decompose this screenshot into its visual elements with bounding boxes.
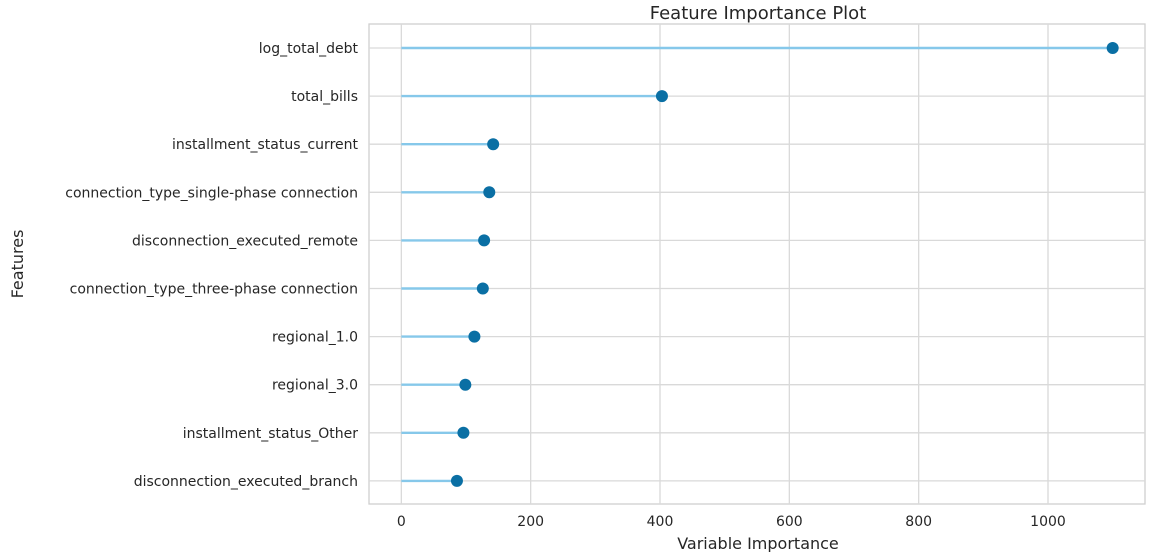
x-tick-label: 1000 xyxy=(1030,514,1066,530)
x-tick-label: 800 xyxy=(905,514,932,530)
lollipop-marker xyxy=(476,282,489,295)
chart-title: Feature Importance Plot xyxy=(650,3,867,24)
y-tick-label: disconnection_executed_branch xyxy=(134,474,358,490)
y-tick-label: log_total_debt xyxy=(259,41,359,57)
lollipop-marker xyxy=(468,330,481,343)
plot-frame xyxy=(368,23,1146,505)
y-axis-label: Features xyxy=(8,230,27,299)
plot-area xyxy=(368,23,1146,505)
y-tick-label: installment_status_current xyxy=(172,137,359,153)
markers xyxy=(450,42,1119,487)
y-tick-label: connection_type_three-phase connection xyxy=(70,282,358,298)
y-tick-label: total_bills xyxy=(291,89,358,105)
y-tick-label: disconnection_executed_remote xyxy=(132,233,358,249)
x-tick-label: 0 xyxy=(397,514,406,530)
lollipop-marker xyxy=(655,90,668,103)
lollipop-marker xyxy=(483,186,496,199)
lollipop-marker xyxy=(459,378,472,391)
x-axis-tick-labels: 0 200 400 600 800 1000 xyxy=(397,514,1066,530)
y-tick-label: regional_3.0 xyxy=(272,378,358,394)
lollipop-marker xyxy=(478,234,491,247)
x-tick-label: 600 xyxy=(776,514,803,530)
x-axis-label: Variable Importance xyxy=(677,534,839,552)
stems xyxy=(401,46,1113,483)
y-tick-label: installment_status_Other xyxy=(183,426,359,442)
lollipop-marker xyxy=(450,474,463,487)
grid-x xyxy=(400,24,1049,504)
x-tick-label: 400 xyxy=(647,514,674,530)
x-tick-label: 200 xyxy=(517,514,544,530)
y-tick-label: regional_1.0 xyxy=(272,330,358,346)
y-tick-label: connection_type_single-phase connection xyxy=(65,185,358,201)
lollipop-marker xyxy=(487,138,500,151)
lollipop-marker xyxy=(457,426,470,439)
grid-y xyxy=(369,47,1145,482)
lollipop-marker xyxy=(1106,42,1119,54)
y-axis-tick-labels: log_total_debt total_bills installment_sta… xyxy=(65,41,358,490)
